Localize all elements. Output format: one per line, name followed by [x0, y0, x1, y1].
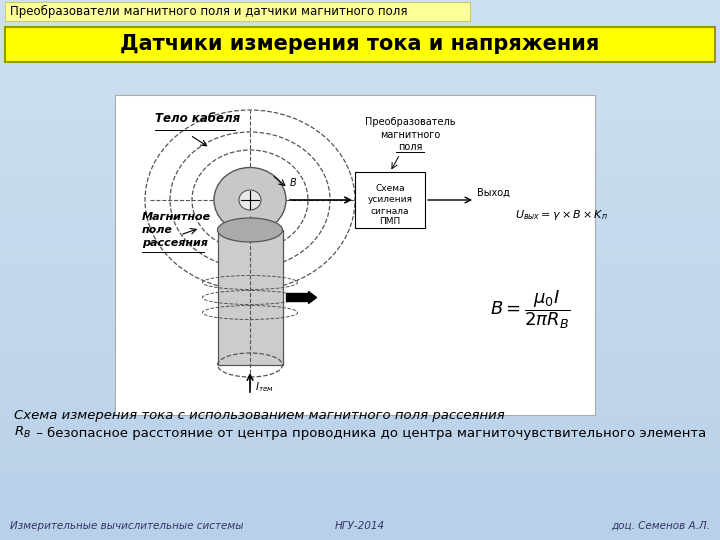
Text: Датчики измерения тока и напряжения: Датчики измерения тока и напряжения — [120, 35, 600, 55]
Text: поле: поле — [142, 225, 173, 235]
Bar — [0, 359, 720, 369]
Text: Преобразователи магнитного поля и датчики магнитного поля: Преобразователи магнитного поля и датчик… — [10, 5, 408, 18]
Bar — [0, 422, 720, 432]
Bar — [0, 395, 720, 405]
Bar — [5, 2, 470, 21]
Bar — [0, 62, 720, 72]
Bar — [0, 332, 720, 342]
Bar — [0, 224, 720, 234]
Bar — [0, 350, 720, 360]
Bar — [0, 35, 720, 45]
Text: НГУ-2014: НГУ-2014 — [335, 521, 385, 531]
Bar — [0, 152, 720, 162]
Bar — [0, 170, 720, 180]
Bar — [0, 440, 720, 450]
Bar — [0, 53, 720, 63]
Text: Преобразователь: Преобразователь — [365, 117, 455, 127]
Text: Магнитное: Магнитное — [142, 212, 211, 222]
Bar — [0, 206, 720, 216]
Ellipse shape — [239, 190, 261, 210]
Ellipse shape — [217, 218, 282, 242]
Text: доц. Семенов А.Л.: доц. Семенов А.Л. — [611, 521, 710, 531]
Text: $I_{тем}$: $I_{тем}$ — [255, 380, 274, 394]
Bar — [0, 512, 720, 522]
Bar — [0, 287, 720, 297]
Bar — [0, 134, 720, 144]
Bar — [0, 242, 720, 252]
Bar — [0, 485, 720, 495]
Bar — [115, 95, 595, 415]
Text: ПМП: ПМП — [379, 217, 400, 226]
Text: магнитного: магнитного — [380, 130, 440, 140]
Bar — [0, 17, 720, 27]
Bar — [0, 89, 720, 99]
Bar — [0, 233, 720, 243]
Bar — [0, 143, 720, 153]
Bar — [0, 44, 720, 54]
Bar — [0, 116, 720, 126]
Bar — [0, 377, 720, 387]
Text: усиления: усиления — [367, 195, 413, 205]
Ellipse shape — [214, 167, 286, 233]
Bar — [217, 230, 282, 365]
Bar — [355, 172, 425, 228]
Bar — [0, 98, 720, 108]
Bar — [0, 125, 720, 135]
Bar — [0, 530, 720, 540]
Bar — [0, 503, 720, 513]
Bar — [0, 431, 720, 441]
Bar — [0, 278, 720, 288]
Bar — [0, 368, 720, 378]
Text: рассеяния: рассеяния — [142, 238, 208, 248]
Text: $B = \dfrac{\mu_0 I}{2\pi R_B}$: $B = \dfrac{\mu_0 I}{2\pi R_B}$ — [490, 289, 570, 332]
Bar — [0, 314, 720, 324]
Bar — [0, 179, 720, 189]
Bar — [0, 188, 720, 198]
Text: – безопасное расстояние от центра проводника до центра магниточувствительного эл: – безопасное расстояние от центра провод… — [32, 427, 706, 440]
Bar — [0, 0, 720, 9]
Bar — [0, 323, 720, 333]
Text: Схема: Схема — [375, 184, 405, 193]
Text: Выход: Выход — [477, 188, 510, 198]
Text: Тело кабеля: Тело кабеля — [155, 112, 240, 125]
Bar — [0, 404, 720, 414]
Text: B: B — [290, 178, 297, 188]
Bar — [0, 305, 720, 315]
Text: $R_B$: $R_B$ — [14, 425, 31, 440]
Bar — [0, 494, 720, 504]
Bar — [0, 8, 720, 18]
Text: поля: поля — [398, 142, 422, 152]
Bar — [0, 251, 720, 261]
Bar — [0, 341, 720, 351]
Bar — [0, 26, 720, 36]
FancyArrow shape — [287, 292, 317, 303]
Bar — [0, 449, 720, 459]
Bar — [0, 71, 720, 81]
Bar — [0, 413, 720, 423]
Bar — [0, 269, 720, 279]
Bar — [0, 296, 720, 306]
Bar — [5, 27, 715, 62]
Text: Измерительные вычислительные системы: Измерительные вычислительные системы — [10, 521, 243, 531]
Bar — [0, 458, 720, 468]
Bar — [0, 80, 720, 90]
Bar — [0, 197, 720, 207]
Bar — [0, 215, 720, 225]
Bar — [0, 521, 720, 531]
Text: $U_{вых}=\gamma \times B \times K_{п}$: $U_{вых}=\gamma \times B \times K_{п}$ — [515, 208, 608, 222]
Bar — [0, 467, 720, 477]
Bar — [0, 260, 720, 270]
Bar — [0, 161, 720, 171]
Text: Схема измерения тока с использованием магнитного поля рассеяния: Схема измерения тока с использованием ма… — [14, 409, 505, 422]
Text: сигнала: сигнала — [371, 207, 409, 215]
Bar — [0, 476, 720, 486]
Bar — [0, 386, 720, 396]
Bar — [0, 107, 720, 117]
